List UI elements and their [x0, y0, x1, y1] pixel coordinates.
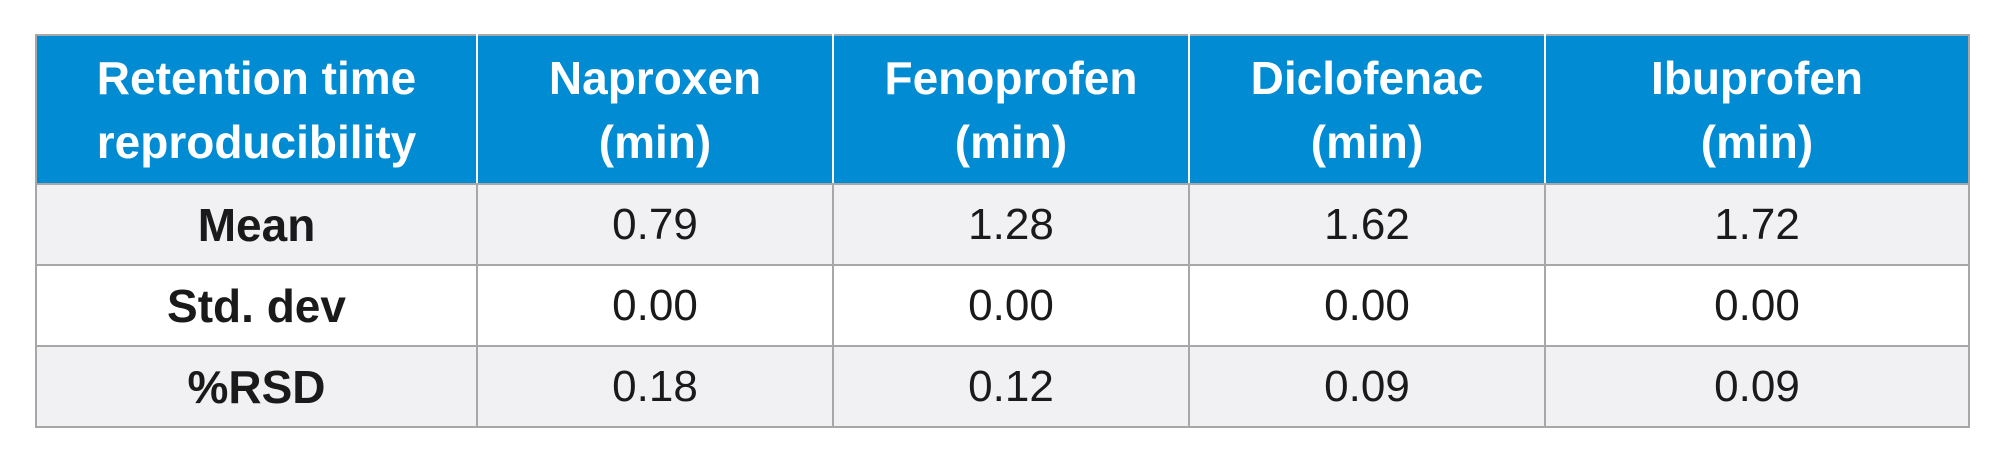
table-cell: 1.28 [832, 183, 1190, 266]
table-cell: 1.62 [1188, 183, 1546, 266]
row-label: %RSD [35, 345, 478, 428]
header-line: (min) [954, 115, 1068, 168]
header-line: reproducibility [96, 115, 417, 168]
row-label: Mean [35, 183, 478, 266]
retention-time-table-container: Retention time reproducibility Naproxen … [35, 34, 1970, 428]
table-header: Retention time reproducibility Naproxen … [35, 34, 1970, 185]
header-row: Retention time reproducibility Naproxen … [35, 34, 1970, 185]
header-line: Naproxen [548, 51, 762, 104]
header-line: Fenoprofen [884, 51, 1138, 104]
header-cell-diclofenac: Diclofenac (min) [1188, 34, 1546, 185]
table-cell: 0.79 [476, 183, 834, 266]
row-label: Std. dev [35, 264, 478, 347]
header-cell-metric: Retention time reproducibility [35, 34, 478, 185]
table-cell: 0.00 [1544, 264, 1970, 347]
table-row-std-dev: Std. dev 0.00 0.00 0.00 0.00 [35, 264, 1970, 347]
retention-time-table: Retention time reproducibility Naproxen … [35, 34, 1970, 428]
table-cell: 0.12 [832, 345, 1190, 428]
table-row-mean: Mean 0.79 1.28 1.62 1.72 [35, 183, 1970, 266]
table-cell: 0.18 [476, 345, 834, 428]
header-cell-naproxen: Naproxen (min) [476, 34, 834, 185]
table-cell: 0.00 [476, 264, 834, 347]
header-cell-ibuprofen: Ibuprofen (min) [1544, 34, 1970, 185]
header-line: (min) [598, 115, 712, 168]
table-row-rsd: %RSD 0.18 0.12 0.09 0.09 [35, 345, 1970, 428]
table-cell: 0.00 [1188, 264, 1546, 347]
table-cell: 0.09 [1544, 345, 1970, 428]
table-cell: 0.00 [832, 264, 1190, 347]
header-cell-fenoprofen: Fenoprofen (min) [832, 34, 1190, 185]
header-line: (min) [1700, 115, 1814, 168]
header-line: Retention time [96, 51, 417, 104]
table-cell: 1.72 [1544, 183, 1970, 266]
header-line: Diclofenac [1250, 51, 1484, 104]
table-cell: 0.09 [1188, 345, 1546, 428]
table-body: Mean 0.79 1.28 1.62 1.72 Std. dev 0.00 0… [35, 183, 1970, 428]
header-line: (min) [1310, 115, 1424, 168]
header-line: Ibuprofen [1650, 51, 1864, 104]
